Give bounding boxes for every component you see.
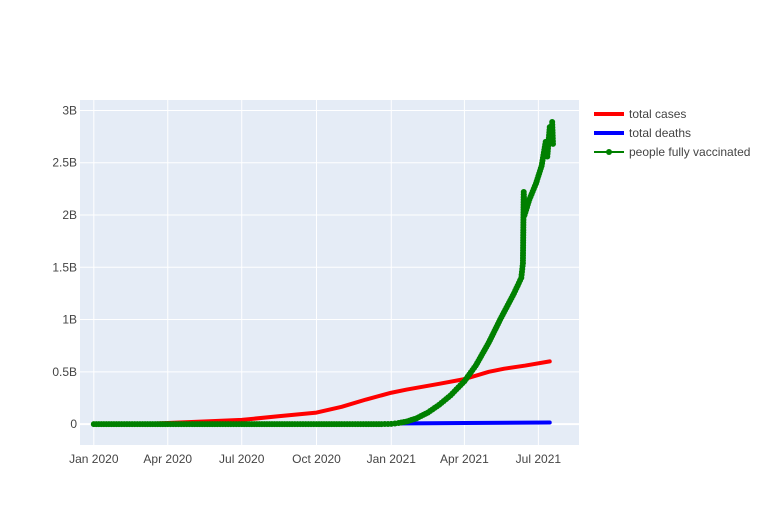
- data-point-people-fully-vaccinated: [517, 277, 524, 284]
- x-tick-label: Apr 2020: [143, 452, 192, 466]
- x-tick-label: Jul 2020: [219, 452, 265, 466]
- data-point-people-fully-vaccinated: [360, 421, 367, 428]
- data-point-people-fully-vaccinated: [385, 420, 392, 427]
- data-point-people-fully-vaccinated: [336, 421, 343, 428]
- x-tick-label: Apr 2021: [440, 452, 489, 466]
- data-point-people-fully-vaccinated: [519, 263, 526, 270]
- series-group: [90, 118, 556, 428]
- data-point-people-fully-vaccinated: [549, 138, 556, 145]
- data-point-people-fully-vaccinated: [471, 364, 478, 371]
- data-point-people-fully-vaccinated: [310, 421, 317, 428]
- y-axis-tick-labels: 0 0.5B 1B 1.5B 2B 2.5B 3B: [52, 103, 77, 431]
- data-point-people-fully-vaccinated: [375, 421, 382, 428]
- data-point-people-fully-vaccinated: [401, 419, 407, 425]
- data-point-people-fully-vaccinated: [113, 421, 120, 428]
- x-tick-label: Jan 2020: [69, 452, 119, 466]
- data-point-people-fully-vaccinated: [525, 198, 532, 205]
- data-point-people-fully-vaccinated: [484, 341, 491, 348]
- y-tick-label: 1.5B: [52, 260, 77, 274]
- legend-label-total-cases: total cases: [629, 107, 686, 121]
- x-tick-label: Jan 2021: [367, 452, 417, 466]
- legend-marker-people-fully-vaccinated: [606, 149, 612, 155]
- data-point-people-fully-vaccinated: [411, 416, 418, 423]
- data-point-people-fully-vaccinated: [537, 165, 544, 172]
- data-point-people-fully-vaccinated: [509, 292, 516, 299]
- data-point-people-fully-vaccinated: [496, 318, 503, 325]
- y-tick-label: 0.5B: [52, 365, 77, 379]
- data-point-people-fully-vaccinated: [162, 421, 169, 428]
- data-point-people-fully-vaccinated: [236, 421, 243, 428]
- grid-lines: [80, 100, 579, 445]
- legend-label-people-fully-vaccinated: people fully vaccinated: [629, 145, 750, 159]
- data-point-people-fully-vaccinated: [459, 380, 466, 387]
- series-people-fully-vaccinated: [90, 118, 556, 428]
- y-tick-label: 2B: [62, 208, 77, 222]
- y-tick-label: 2.5B: [52, 156, 77, 170]
- legend-item-total-deaths[interactable]: total deaths: [594, 126, 691, 140]
- data-point-people-fully-vaccinated: [286, 421, 293, 428]
- data-point-people-fully-vaccinated: [445, 394, 452, 401]
- legend-item-people-fully-vaccinated[interactable]: people fully vaccinated: [594, 145, 750, 159]
- legend-item-total-cases[interactable]: total cases: [594, 107, 686, 121]
- data-point-people-fully-vaccinated: [531, 183, 538, 190]
- x-axis-tick-labels: Jan 2020 Apr 2020 Jul 2020 Oct 2020 Jan 2021…: [69, 452, 561, 466]
- y-tick-label: 1B: [62, 313, 77, 327]
- data-point-people-fully-vaccinated: [391, 420, 398, 427]
- y-tick-label: 3B: [62, 103, 77, 117]
- data-point-people-fully-vaccinated: [422, 410, 429, 417]
- legend[interactable]: total cases total deaths people fully vacc…: [594, 107, 750, 159]
- legend-label-total-deaths: total deaths: [629, 126, 691, 140]
- x-tick-label: Oct 2020: [292, 452, 341, 466]
- x-tick-label: Jul 2021: [516, 452, 562, 466]
- data-point-people-fully-vaccinated: [261, 421, 268, 428]
- data-point-people-fully-vaccinated: [211, 421, 218, 428]
- plot-background: [80, 100, 579, 445]
- data-point-people-fully-vaccinated: [136, 421, 143, 428]
- y-tick-label: 0: [70, 417, 77, 431]
- data-point-people-fully-vaccinated: [433, 403, 440, 410]
- data-point-people-fully-vaccinated: [186, 421, 193, 428]
